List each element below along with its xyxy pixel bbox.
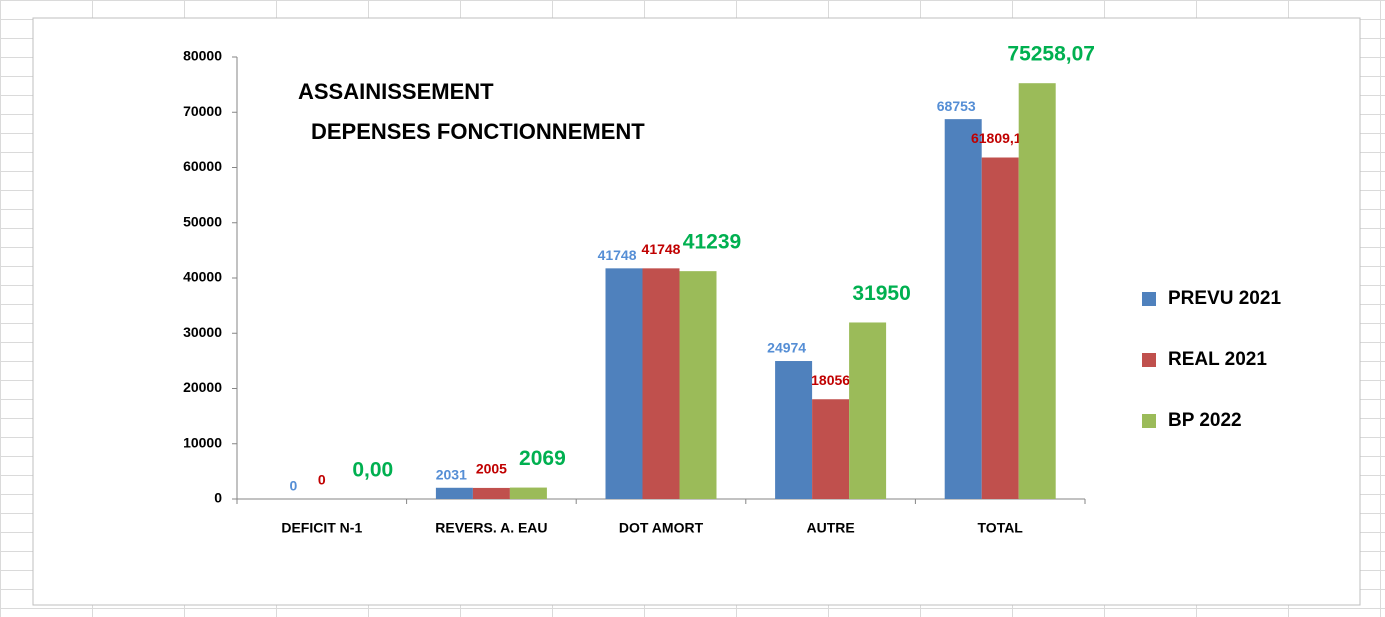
y-tick-label: 30000 [183,324,222,340]
legend-swatch [1142,414,1156,428]
data-label: 68753 [937,98,976,114]
data-label: 31950 [852,282,910,305]
bar [472,487,510,499]
data-label: 0 [290,478,298,494]
data-label: 0,00 [352,459,393,482]
data-label: 18056 [811,372,850,388]
bar [812,399,850,499]
legend-swatch [1142,292,1156,306]
data-label: 41239 [683,231,741,254]
x-tick-label: DOT AMORT [619,520,704,536]
bar [944,119,982,499]
data-label: 75258,07 [1007,43,1095,66]
data-label: 2031 [436,466,467,482]
bar [849,322,887,499]
data-label: 61809,18 [971,130,1030,146]
data-label: 41748 [642,241,681,257]
y-tick-label: 50000 [183,213,222,229]
data-label: 41748 [598,247,637,263]
y-tick-label: 60000 [183,158,222,174]
chart-title: ASSAINISSEMENT [298,79,494,104]
data-label: 24974 [767,340,806,356]
bar [435,487,473,499]
bar [605,268,643,499]
bar [981,157,1019,500]
y-tick-label: 20000 [183,379,222,395]
y-tick-label: 10000 [183,434,222,450]
bar [509,487,547,499]
legend-label: REAL 2021 [1168,349,1267,370]
y-tick-label: 40000 [183,269,222,285]
y-tick-label: 0 [214,490,222,506]
x-tick-label: DEFICIT N-1 [281,520,362,536]
y-tick-label: 70000 [183,103,222,119]
bar [775,361,813,499]
legend-swatch [1142,353,1156,367]
bar [1018,83,1056,500]
y-tick-label: 80000 [183,48,222,64]
chart-subtitle: DEPENSES FONCTIONNEMENT [311,119,645,144]
x-tick-label: REVERS. A. EAU [435,520,547,536]
bar [679,271,717,499]
x-tick-label: AUTRE [806,520,854,536]
legend-label: BP 2022 [1168,410,1242,431]
data-label: 2069 [519,447,566,470]
data-label: 2005 [476,461,507,477]
data-label: 0 [318,472,326,488]
x-tick-label: TOTAL [978,520,1024,536]
legend-label: PREVU 2021 [1168,288,1281,309]
bar [642,268,680,499]
